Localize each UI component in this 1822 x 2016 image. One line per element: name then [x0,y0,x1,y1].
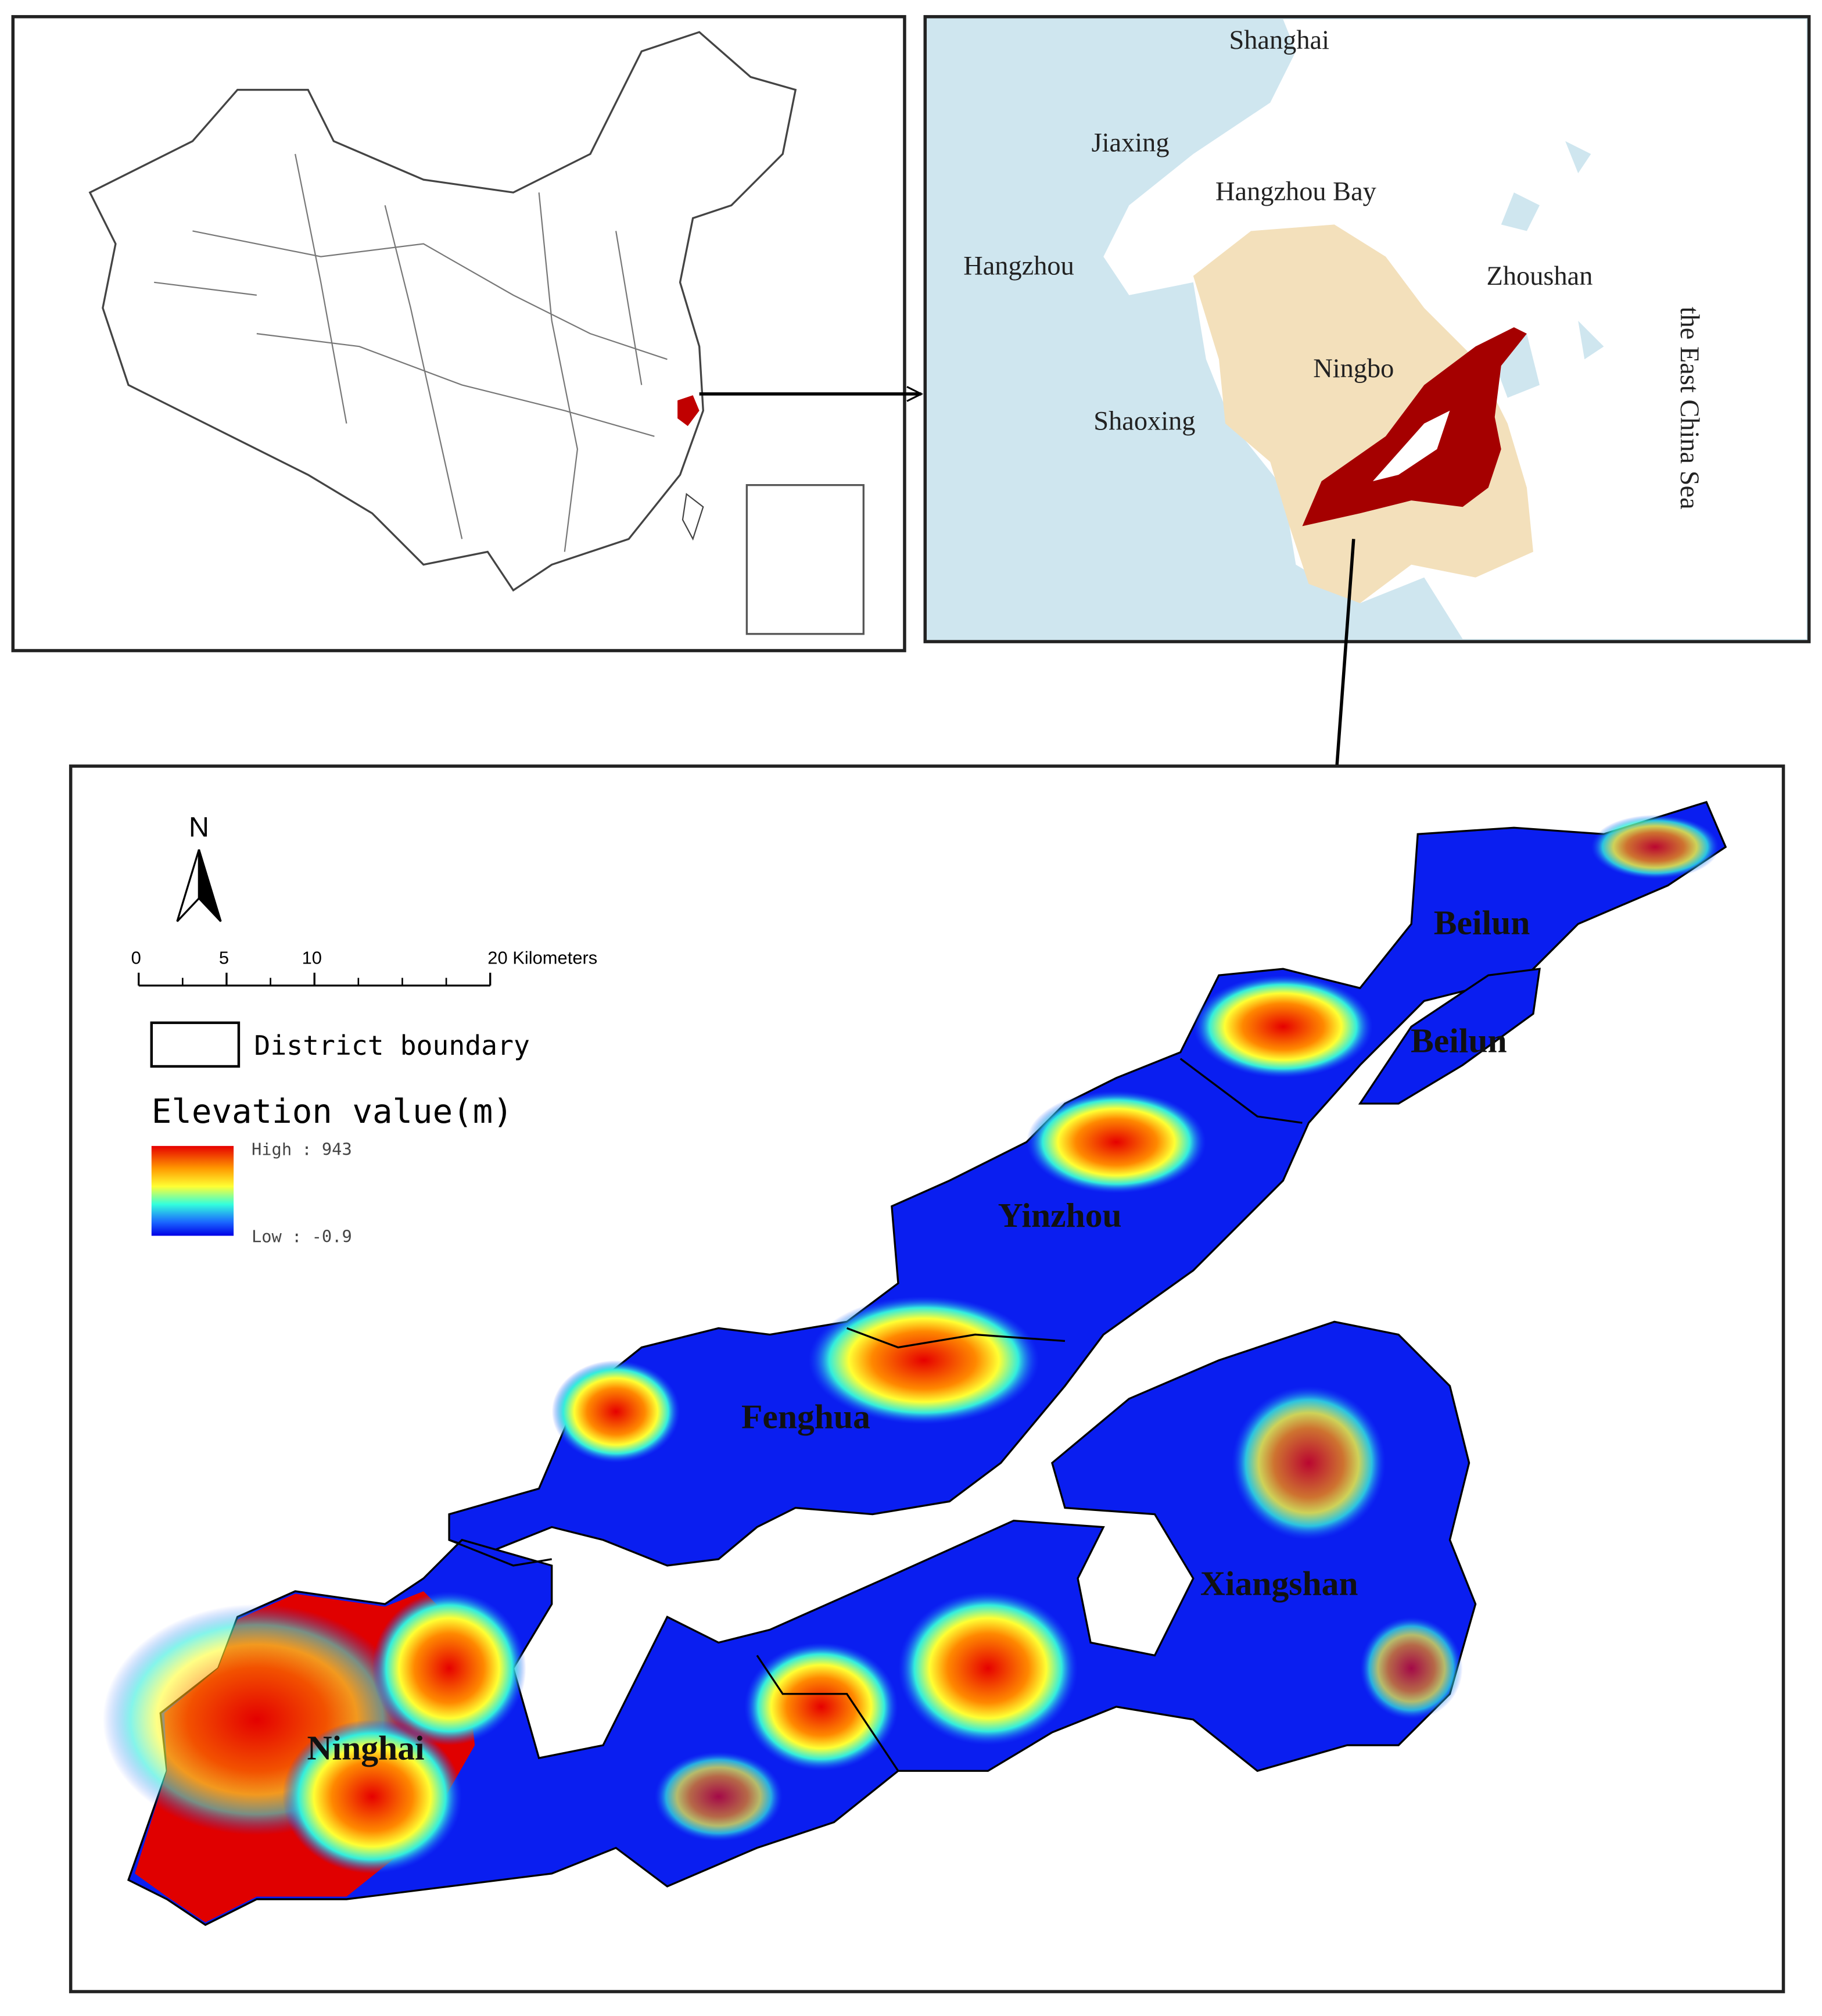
scale-bar: 0 5 10 20 Kilometers [131,947,597,987]
sea-label: the East China Sea [1674,307,1704,510]
legend-label: District boundary [254,1030,529,1061]
place-label: Shaoxing [1093,407,1195,436]
legend-high: High : 943 [252,1139,352,1159]
place-label: Zhoushan [1487,262,1593,291]
province-boundaries [154,153,668,552]
boundary-swatch [150,1021,241,1068]
place-label: Shanghai [1229,26,1329,55]
district-label: Beilun [1411,1022,1507,1060]
beilun-island [1358,968,1541,1105]
scale-label: 5 [219,947,229,968]
elevation-relief [102,815,1720,1874]
sea [1103,19,1807,639]
north-label: N [189,812,209,843]
islands [1488,141,1604,398]
china-outline [88,31,797,592]
north-arrow: N [176,812,222,922]
southern-land [127,1320,1477,1927]
place-label: Hangzhou Bay [1215,177,1376,206]
ningbo [1193,224,1533,603]
regional-map-panel: Shanghai Jiaxing Hangzhou Bay Hangzhou Z… [923,15,1811,643]
district-label: Fenghua [741,1398,870,1436]
elevation-ramp [151,1145,234,1236]
place-label: Hangzhou [963,252,1074,281]
legend-low: Low : -0.9 [252,1226,352,1246]
district-label: Beilun [1434,904,1530,942]
district-label: Ninghai [307,1728,424,1767]
scale-label: 10 [302,947,322,968]
elevation-map-panel: Beilun Beilun Yinzhou Fenghua Xiangshan … [69,764,1785,1993]
bay [1372,410,1450,482]
district-boundary [449,1058,1303,1772]
district-label: Yinzhou [998,1196,1122,1234]
legend-title: Elevation value(m) [152,1092,513,1131]
study-area [1302,327,1527,527]
place-label: Jiaxing [1092,128,1170,158]
study-area-marker [677,395,700,427]
district-label: Xiangshan [1200,1564,1358,1603]
china-map-panel [11,15,906,653]
place-label: Ningbo [1313,354,1394,384]
south-china-sea-inset [745,484,865,635]
taiwan [682,493,704,541]
scale-label: 0 [131,947,141,968]
scale-label: 20 Kilometers [487,947,597,968]
